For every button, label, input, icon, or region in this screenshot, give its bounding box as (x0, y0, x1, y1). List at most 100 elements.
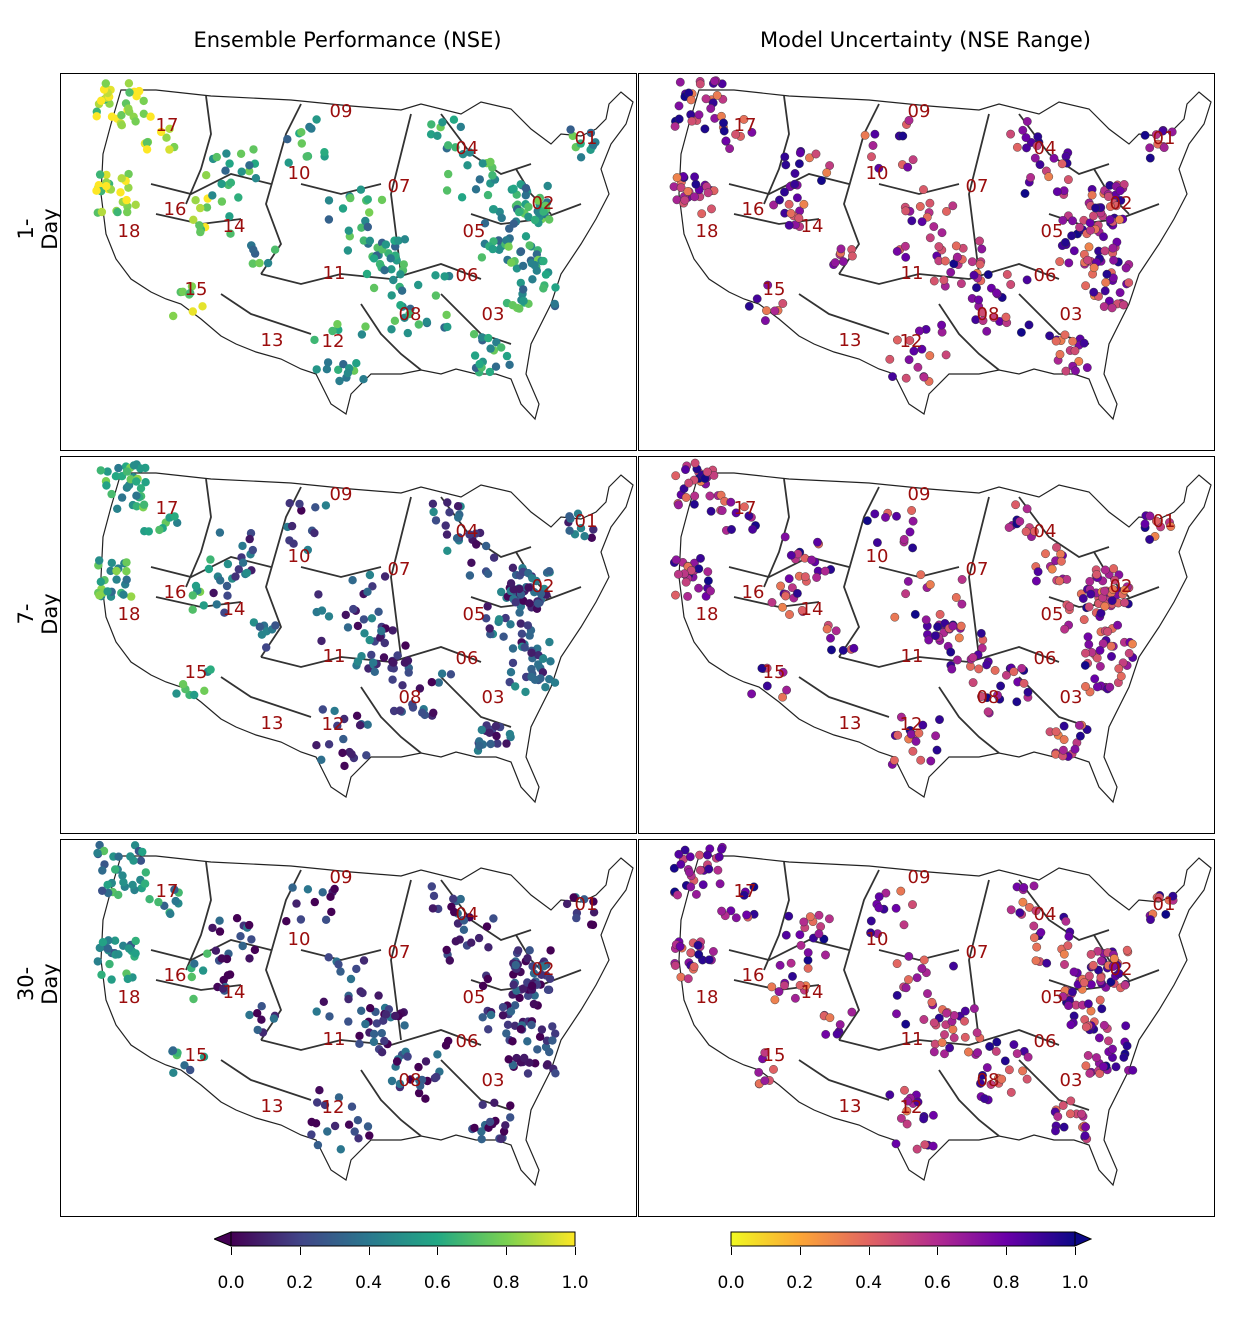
station-point (190, 959, 199, 968)
station-point (245, 1010, 254, 1020)
station-point (683, 187, 693, 196)
station-point (1097, 1004, 1107, 1014)
station-point (951, 241, 961, 251)
station-point (1012, 1049, 1022, 1059)
station-point (124, 79, 134, 88)
station-point (744, 511, 754, 521)
station-point (443, 498, 452, 507)
huc-boundary (220, 293, 312, 335)
station-point (307, 1130, 316, 1139)
station-point (312, 115, 321, 124)
station-point (101, 79, 110, 88)
station-point (131, 949, 140, 958)
station-point (990, 665, 1000, 675)
station-point (191, 196, 200, 205)
station-point (784, 574, 794, 584)
station-point (707, 204, 716, 214)
region-label-11: 11 (323, 263, 346, 284)
station-point (477, 1135, 486, 1144)
station-point (467, 558, 476, 567)
station-point (245, 167, 254, 176)
station-point (695, 79, 705, 89)
station-point (250, 945, 260, 955)
station-point (438, 118, 447, 127)
station-point (482, 922, 492, 931)
station-point (866, 916, 876, 926)
station-point (296, 915, 306, 924)
station-point (904, 355, 914, 365)
station-point (369, 658, 378, 667)
station-point (105, 959, 114, 969)
station-point (1124, 648, 1134, 658)
station-point (429, 891, 439, 901)
station-point (318, 705, 327, 714)
station-point (928, 1141, 938, 1151)
station-point (198, 966, 208, 975)
station-point (821, 950, 830, 960)
station-point (394, 236, 403, 245)
station-point (313, 1140, 323, 1150)
station-point (669, 863, 679, 873)
station-point (807, 555, 817, 565)
station-point (136, 464, 145, 473)
station-point (589, 908, 599, 917)
station-point (234, 565, 243, 574)
station-point (905, 527, 915, 537)
row-title-30day: 30-Day (14, 963, 62, 1005)
station-point (748, 525, 758, 534)
station-point (358, 988, 367, 998)
station-point (920, 1140, 930, 1150)
station-point (377, 626, 386, 636)
station-point (524, 212, 533, 222)
station-point (1033, 567, 1043, 577)
station-point (692, 890, 701, 899)
station-point (1029, 933, 1039, 943)
huc-boundary (220, 1059, 312, 1101)
station-point (119, 878, 128, 887)
station-point (1058, 992, 1068, 1002)
station-point (572, 913, 581, 923)
station-point (778, 602, 787, 612)
station-point (405, 309, 414, 319)
station-point (1145, 535, 1154, 544)
station-point (97, 970, 106, 979)
station-point (672, 173, 682, 183)
station-point (1108, 584, 1118, 594)
station-point (343, 623, 353, 632)
region-label-03: 03 (1060, 687, 1083, 708)
station-point (506, 579, 516, 588)
station-point (803, 948, 813, 958)
station-point (1088, 960, 1098, 970)
region-label-15: 15 (763, 1045, 786, 1066)
huc-boundary (938, 1069, 1000, 1137)
station-point (339, 734, 348, 744)
station-point (199, 1052, 209, 1061)
station-point (942, 1008, 951, 1018)
colorbar-tick-label: 0.4 (855, 1273, 883, 1293)
station-point (1089, 287, 1099, 297)
station-point (180, 1061, 189, 1070)
station-point (548, 1036, 557, 1045)
station-point (93, 848, 102, 858)
station-point (452, 534, 462, 543)
huc-boundary (763, 95, 790, 205)
station-point (960, 1032, 970, 1042)
station-point (899, 535, 909, 544)
station-point (93, 957, 102, 966)
station-point (703, 567, 713, 577)
station-point (170, 885, 179, 894)
station-point (784, 220, 794, 230)
colorbar-tick (1075, 1247, 1076, 1255)
region-label-14: 14 (223, 599, 246, 620)
station-point (392, 1057, 402, 1066)
station-point (269, 1014, 279, 1023)
station-point (1061, 366, 1071, 376)
station-point (986, 1080, 996, 1089)
station-point (206, 665, 215, 674)
station-point (344, 1120, 354, 1129)
station-point (1081, 1122, 1090, 1132)
station-point (449, 894, 458, 903)
station-point (1077, 1109, 1086, 1119)
station-point (817, 176, 826, 186)
station-point (216, 576, 225, 585)
